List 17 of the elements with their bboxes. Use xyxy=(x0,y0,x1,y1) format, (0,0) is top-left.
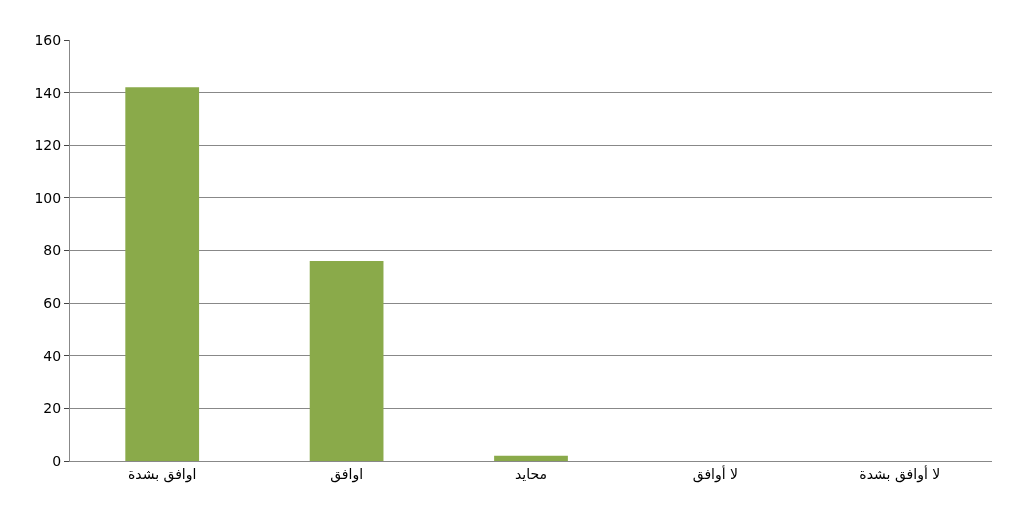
y-tick-label: 0 xyxy=(52,452,62,469)
x-tick-label: اوافق بشدة xyxy=(127,465,197,483)
y-tick-label: 120 xyxy=(34,137,62,154)
y-tick-label: 40 xyxy=(43,347,62,364)
bar xyxy=(309,261,384,461)
y-tick-label: 80 xyxy=(43,242,62,259)
y-tick-label: 160 xyxy=(34,31,62,48)
x-tick-label: اوافق xyxy=(330,465,364,483)
y-tick-label: 140 xyxy=(34,84,62,101)
x-tick-label: لا أوافق بشدة xyxy=(859,464,941,483)
bar xyxy=(494,455,568,461)
y-tick-label: 20 xyxy=(43,400,62,417)
x-tick-label: محايد xyxy=(514,465,548,482)
y-tick-label: 100 xyxy=(34,189,62,206)
bar xyxy=(125,87,200,461)
x-tick-label: لا أوافق xyxy=(692,464,739,483)
y-tick-label: 60 xyxy=(43,295,62,312)
